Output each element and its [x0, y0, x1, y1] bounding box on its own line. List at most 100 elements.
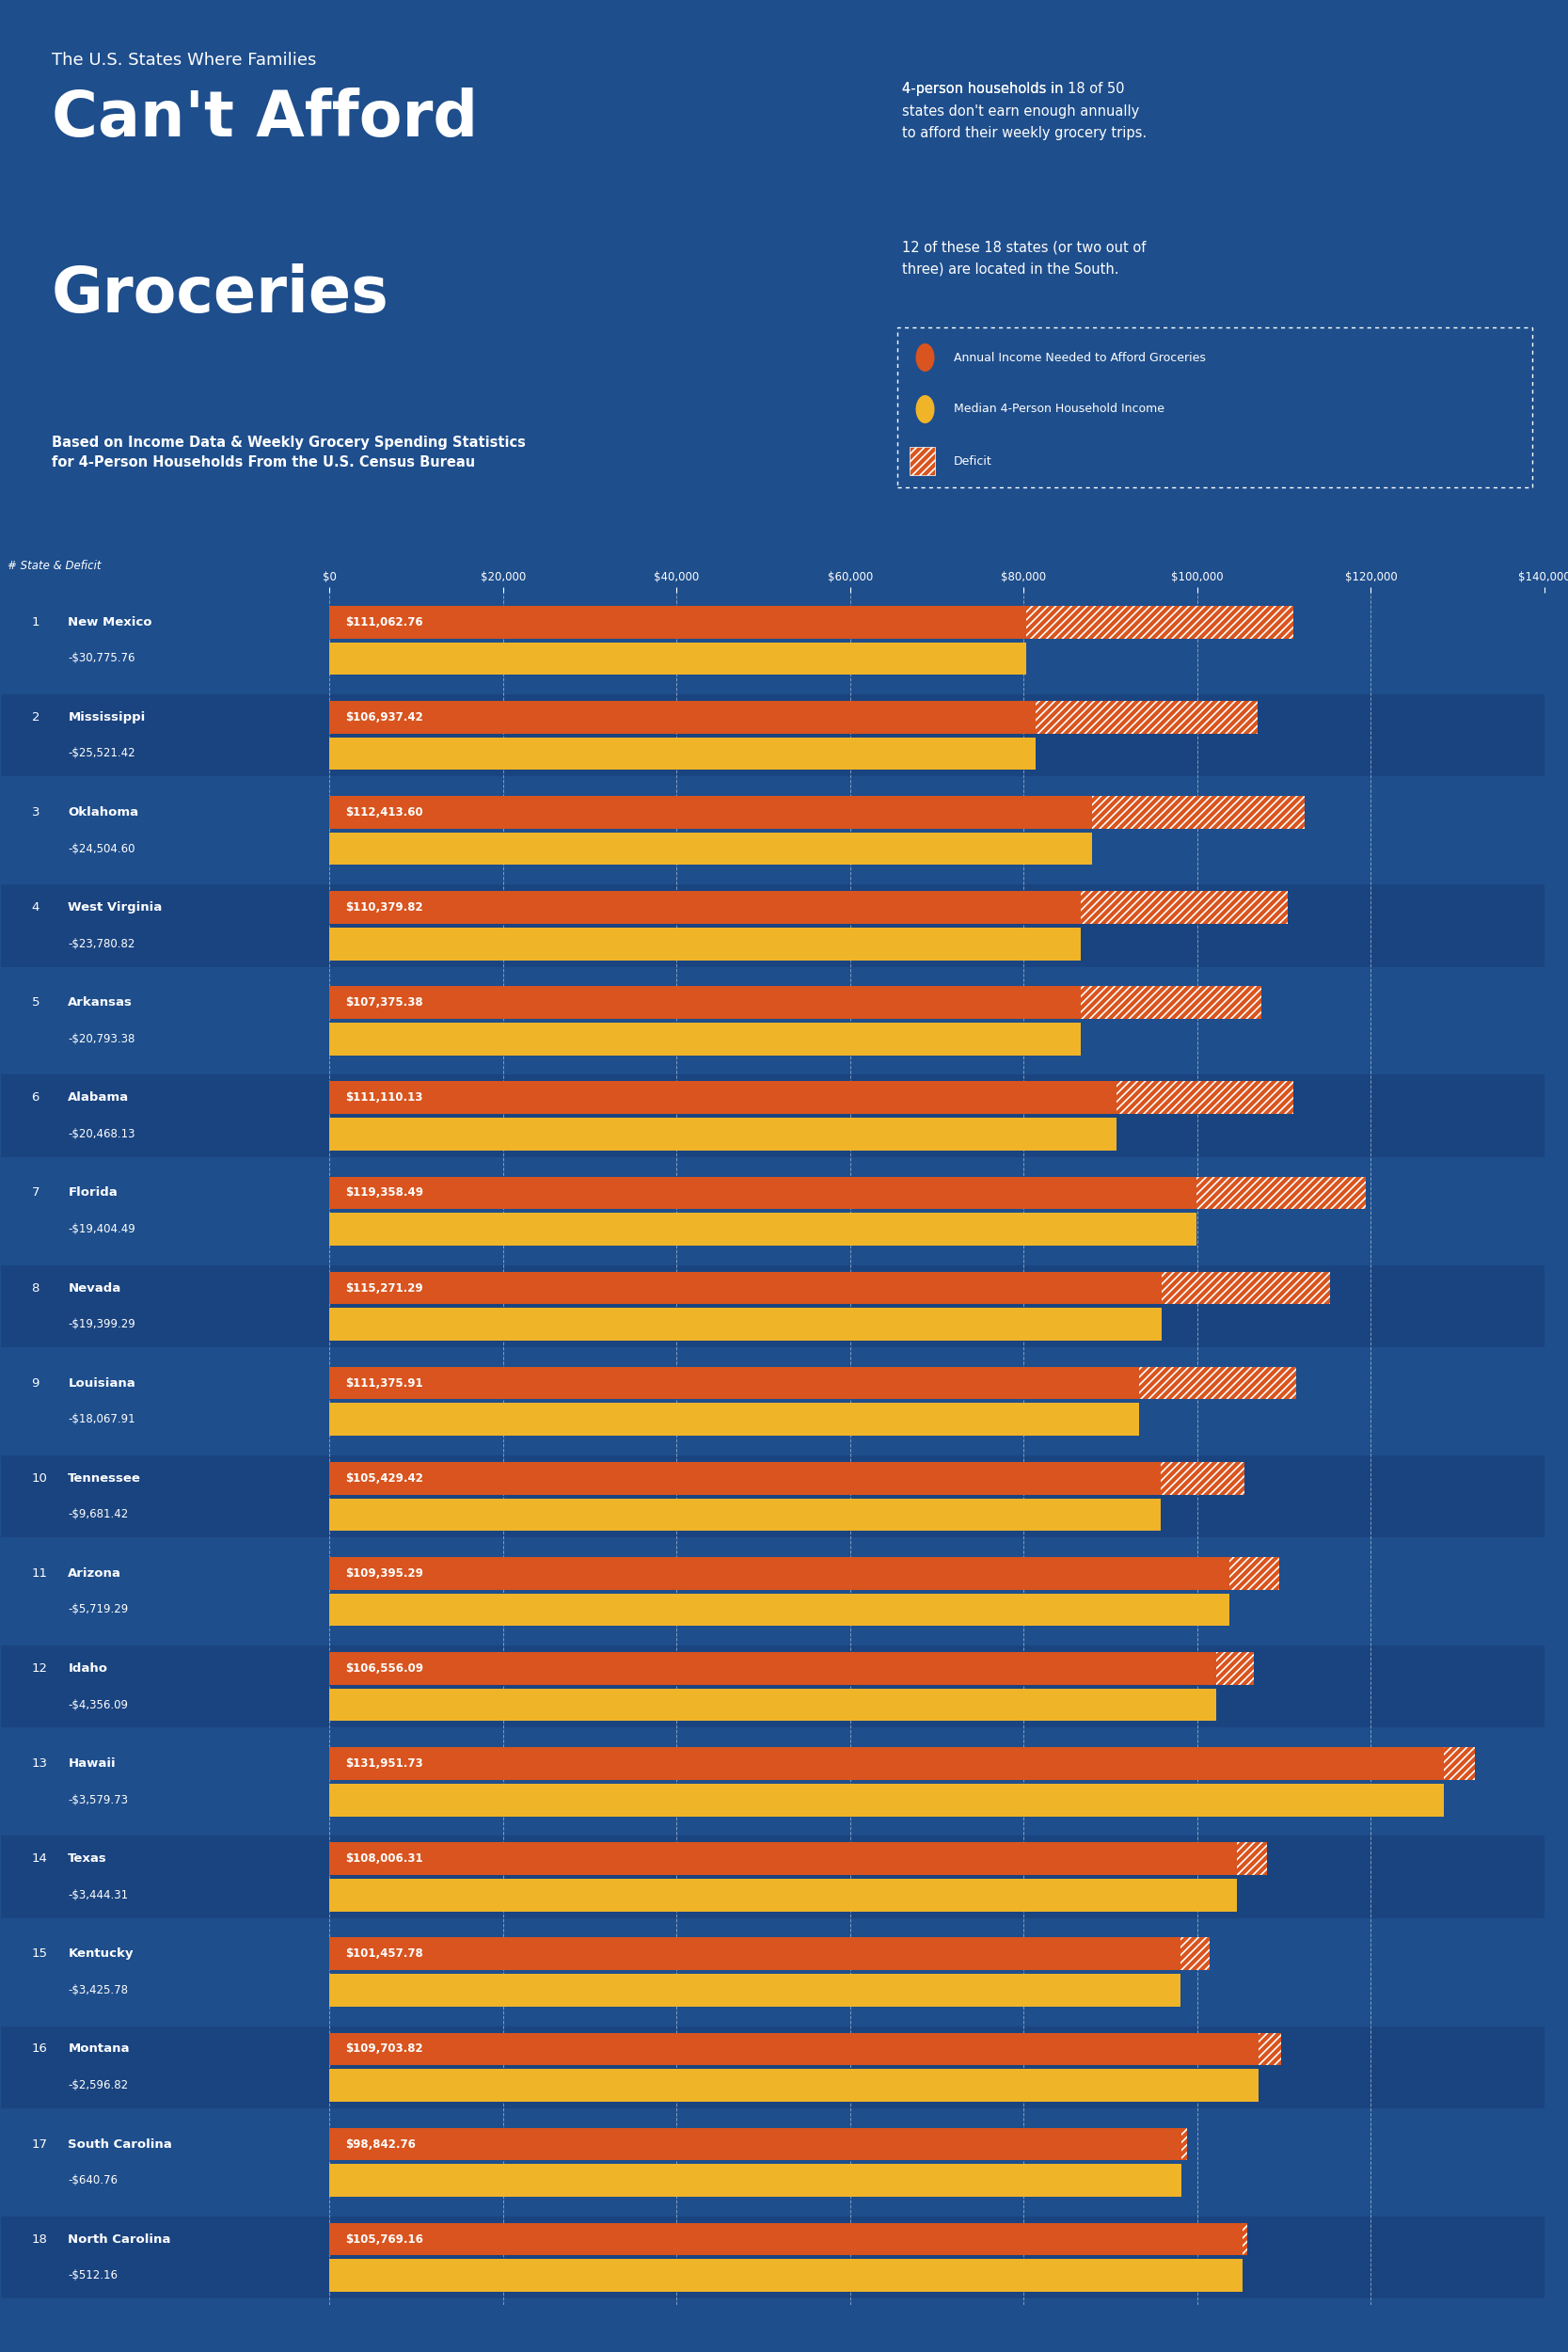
Text: 4-person households in: 4-person households in — [902, 82, 1068, 96]
Bar — [329, 1651, 1254, 1684]
Bar — [2, 2122, 1544, 2204]
Text: $86,582.00: $86,582.00 — [345, 1033, 416, 1044]
Text: $102,200.00: $102,200.00 — [345, 1698, 422, 1710]
Text: $111,110.13: $111,110.13 — [345, 1091, 422, 1103]
Text: Mississippi: Mississippi — [67, 710, 146, 724]
Text: -$2,596.82: -$2,596.82 — [67, 2079, 129, 2091]
Bar — [329, 1117, 1116, 1150]
Text: $119,358.49: $119,358.49 — [345, 1188, 423, 1200]
Text: Groceries: Groceries — [52, 263, 389, 325]
Bar — [329, 1308, 1162, 1341]
Text: South Carolina: South Carolina — [67, 2138, 172, 2150]
Text: Montana: Montana — [67, 2044, 130, 2056]
Text: $104,562.00: $104,562.00 — [345, 1889, 423, 1900]
Bar — [329, 701, 1258, 734]
Text: $107,375.38: $107,375.38 — [345, 997, 423, 1009]
Bar — [329, 1272, 1330, 1305]
Text: $112,413.60: $112,413.60 — [345, 807, 423, 818]
Bar — [329, 736, 1036, 769]
Text: Based on Income Data & Weekly Grocery Spending Statistics
for 4-Person Household: Based on Income Data & Weekly Grocery Sp… — [52, 435, 525, 470]
Text: -$512.16: -$512.16 — [67, 2270, 118, 2281]
Bar — [1181, 1938, 1210, 1971]
Text: Texas: Texas — [67, 1853, 107, 1865]
Text: -$19,399.29: -$19,399.29 — [67, 1317, 135, 1331]
Bar — [2, 1265, 1544, 1348]
Bar — [2, 694, 1544, 776]
Bar — [329, 1973, 1181, 2006]
Text: -$20,793.38: -$20,793.38 — [67, 1033, 135, 1044]
Text: 10: 10 — [31, 1472, 47, 1484]
Text: $109,395.29: $109,395.29 — [345, 1566, 423, 1581]
Text: 8: 8 — [31, 1282, 39, 1294]
Bar — [329, 2129, 1187, 2161]
Bar — [329, 1842, 1267, 1875]
Text: Can't Afford: Can't Afford — [52, 87, 478, 148]
Text: $105,257.00: $105,257.00 — [345, 2270, 423, 2281]
Text: -$20,468.13: -$20,468.13 — [67, 1129, 135, 1141]
Bar — [1140, 1367, 1297, 1399]
Text: # State & Deficit: # State & Deficit — [8, 560, 100, 572]
Text: 4: 4 — [31, 901, 39, 913]
Bar — [1116, 1082, 1294, 1115]
Bar — [2, 790, 1544, 873]
Bar — [329, 1938, 1210, 1971]
Bar — [329, 642, 1025, 675]
Bar — [2, 1456, 1544, 1538]
Bar — [1444, 1748, 1474, 1780]
Bar — [1080, 985, 1261, 1018]
Text: 2: 2 — [31, 710, 39, 724]
Text: -$25,521.42: -$25,521.42 — [67, 748, 135, 760]
Bar — [2, 1550, 1544, 1632]
Text: $115,271.29: $115,271.29 — [345, 1282, 423, 1294]
Bar — [329, 1879, 1237, 1912]
Bar — [2, 600, 1544, 682]
Text: West Virginia: West Virginia — [67, 901, 163, 913]
Text: Nevada: Nevada — [67, 1282, 121, 1294]
Text: New Mexico: New Mexico — [67, 616, 152, 628]
Bar — [1196, 1176, 1366, 1209]
Bar — [1162, 1272, 1330, 1305]
Text: $81,416.00: $81,416.00 — [345, 748, 416, 760]
Bar — [329, 1214, 1196, 1247]
Bar — [2, 2216, 1544, 2298]
Bar — [329, 2164, 1182, 2197]
Text: -$18,067.91: -$18,067.91 — [67, 1414, 135, 1425]
Bar — [329, 985, 1261, 1018]
Text: Tennessee: Tennessee — [67, 1472, 141, 1484]
Text: 16: 16 — [31, 2044, 47, 2056]
Text: -$3,425.78: -$3,425.78 — [67, 1985, 129, 1997]
Text: 14: 14 — [31, 1853, 47, 1865]
Text: 9: 9 — [31, 1376, 39, 1390]
Bar — [329, 795, 1305, 828]
Text: 17: 17 — [31, 2138, 47, 2150]
Bar — [329, 1023, 1080, 1056]
Text: 12 of these 18 states (or two out of
three) are located in the South.: 12 of these 18 states (or two out of thr… — [902, 240, 1146, 275]
Bar — [329, 1748, 1474, 1780]
Text: 5: 5 — [31, 997, 39, 1009]
Bar — [2, 884, 1544, 967]
Bar — [329, 1592, 1229, 1625]
Text: Oklahoma: Oklahoma — [67, 807, 138, 818]
Text: -$5,719.29: -$5,719.29 — [67, 1604, 129, 1616]
Bar — [1237, 1842, 1267, 1875]
Text: -$23,780.82: -$23,780.82 — [67, 938, 135, 950]
Bar — [329, 607, 1294, 637]
Bar — [329, 1176, 1366, 1209]
Bar — [2, 1169, 1544, 1251]
Bar — [1025, 607, 1294, 637]
Bar — [1080, 891, 1287, 924]
Bar — [329, 1498, 1160, 1531]
Bar — [329, 2223, 1248, 2256]
Text: $109,703.82: $109,703.82 — [345, 2044, 423, 2056]
Bar — [329, 2260, 1243, 2291]
Text: $128,372.00: $128,372.00 — [345, 1795, 422, 1806]
Text: $80,287.00: $80,287.00 — [345, 652, 416, 666]
Bar — [329, 1783, 1444, 1816]
Bar — [2, 1646, 1544, 1729]
Bar — [2, 1075, 1544, 1157]
Text: $105,429.42: $105,429.42 — [345, 1472, 423, 1484]
Text: -$4,356.09: -$4,356.09 — [67, 1698, 129, 1710]
Bar — [2, 981, 1544, 1061]
Text: North Carolina: North Carolina — [67, 2232, 171, 2246]
Bar — [2, 2025, 1544, 2107]
